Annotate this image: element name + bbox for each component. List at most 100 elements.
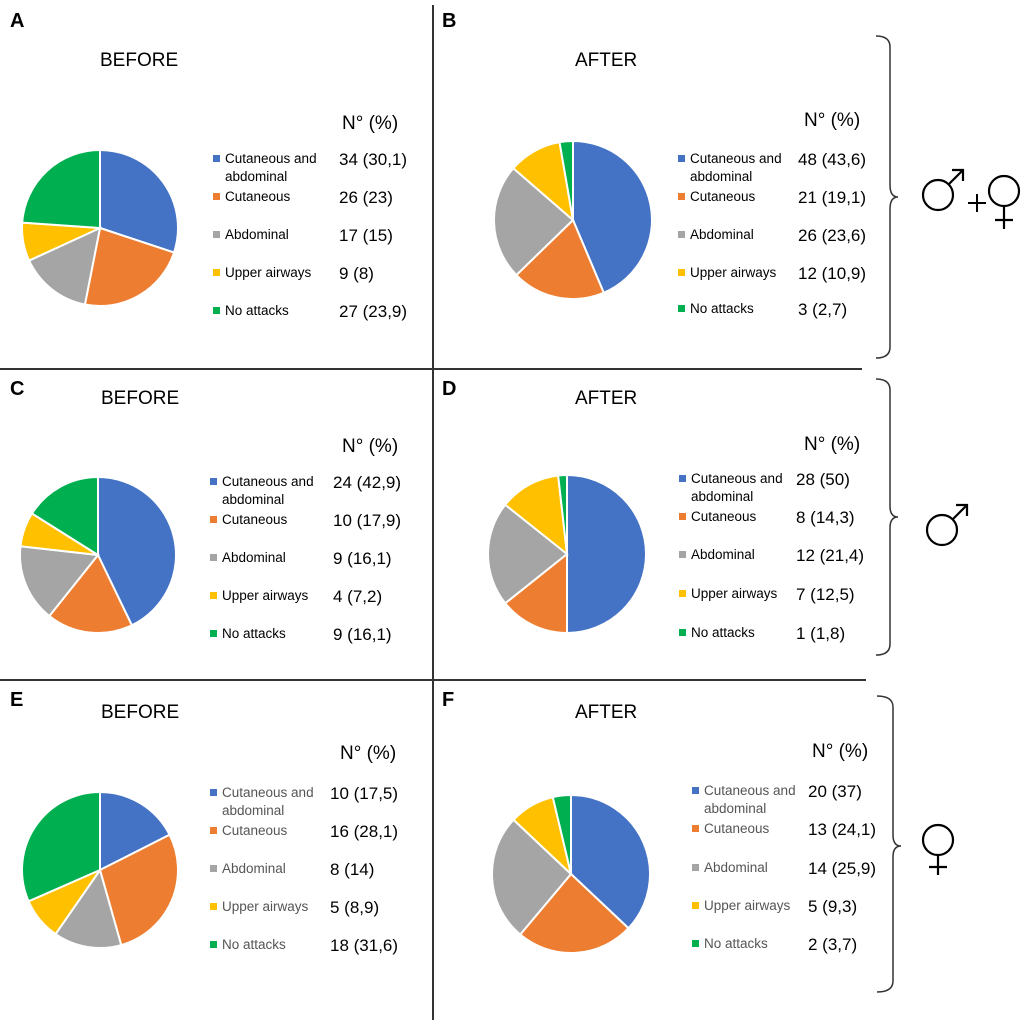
legend-marker (213, 231, 220, 238)
legend-marker (210, 478, 217, 485)
legend-item-cutaneous-abdominal: Cutaneous and abdominal 24 (42,9) (210, 473, 430, 509)
legend-label: Cutaneous and abdominal (225, 151, 317, 184)
legend-label: Abdominal (691, 547, 755, 562)
legend-marker (678, 193, 685, 200)
male-icon (925, 503, 969, 547)
data-label: 34 (30,1) (339, 150, 408, 169)
pie-slice-no-attacks (21, 148, 101, 230)
pie-slice-abdominal (487, 503, 569, 605)
legend-label: No attacks (690, 301, 754, 316)
legend-item-cutaneous-abdominal: Cutaneous and abdominal 34 (30,1) (213, 150, 433, 186)
legend-marker (692, 902, 699, 909)
data-label: 10 (17,9) (333, 511, 402, 530)
data-label: 2 (3,7) (808, 935, 858, 954)
male-symbol (925, 503, 969, 547)
legend-label: Cutaneous and abdominal (222, 785, 314, 818)
data-label: 4 (7,2) (333, 587, 383, 606)
male-icon (921, 168, 965, 212)
panel-letter: C (10, 378, 25, 400)
legend-label: Cutaneous (704, 821, 770, 836)
legend-item-abdominal: Abdominal 17 (15) (213, 226, 433, 262)
bracket-row1 (875, 35, 899, 359)
pie-slice-cutaneous (514, 218, 606, 300)
legend-marker (213, 269, 220, 276)
legend-marker (210, 827, 217, 834)
chart-title: BEFORE (101, 702, 180, 723)
column-header: N° (%) (804, 110, 861, 131)
data-label: 9 (16,1) (333, 549, 392, 568)
legend-marker (210, 516, 217, 523)
panel-a: A BEFORE N° (%) Cutaneous and abdominal 34 (… (0, 0, 500, 321)
panel-d: D AFTER N° (%) Cutaneous and abdominal 28 (5… (432, 368, 932, 688)
legend-label: Cutaneous and abdominal (222, 474, 314, 507)
legend-item-cutaneous: Cutaneous 8 (14,3) (679, 508, 899, 544)
legend-item-no-attacks: No attacks 2 (3,7) (692, 935, 912, 971)
chart-title: AFTER (575, 50, 638, 71)
legend-label: Cutaneous and abdominal (690, 151, 782, 184)
legend-item-cutaneous-abdominal: Cutaneous and abdominal 28 (50) (679, 470, 899, 506)
legend-item-abdominal: Abdominal 9 (16,1) (210, 549, 430, 585)
legend-marker (210, 592, 217, 599)
data-label: 26 (23) (339, 188, 393, 207)
pie-slice-cutaneous-abdominal (566, 473, 647, 635)
data-label: 12 (21,4) (796, 546, 865, 565)
data-label: 48 (43,6) (798, 150, 867, 169)
legend-item-no-attacks: No attacks 3 (2,7) (678, 300, 898, 336)
legend-marker (210, 630, 217, 637)
legend-marker (210, 865, 217, 872)
legend-item-cutaneous: Cutaneous 13 (24,1) (692, 820, 912, 856)
legend-label: Upper airways (691, 586, 778, 601)
legend-marker (678, 231, 685, 238)
legend-marker (210, 554, 217, 561)
female-icon (987, 174, 1021, 229)
legend-label: Cutaneous (691, 509, 757, 524)
pie-chart (493, 139, 653, 300)
legend-label: Abdominal (704, 860, 768, 875)
legend-label: No attacks (222, 937, 286, 952)
pie-slice-abdominal (491, 818, 573, 936)
legend-label: Upper airways (225, 265, 312, 280)
legend-marker (679, 475, 686, 482)
legend-label: No attacks (222, 626, 286, 641)
panel-letter: D (442, 378, 457, 400)
data-label: 20 (37) (808, 782, 862, 801)
panel-b: B AFTER N° (%) Cutaneous and abdominal 48 (4… (432, 0, 932, 320)
data-label: 1 (1,8) (796, 624, 846, 643)
legend-item-upper-airways: Upper airways 9 (8) (213, 264, 433, 300)
legend-item-no-attacks: No attacks 9 (16,1) (210, 625, 430, 661)
chart-title: BEFORE (100, 50, 179, 71)
data-label: 9 (8) (339, 264, 374, 283)
pie-slice-cutaneous (83, 226, 176, 307)
legend-label: Abdominal (222, 550, 286, 565)
pie-slice-upper-airways (503, 474, 569, 557)
column-header: N° (%) (340, 743, 397, 764)
legend-label: Abdominal (225, 227, 289, 242)
pie-slice-abdominal (54, 867, 123, 949)
legend-marker (692, 864, 699, 871)
legend-marker (679, 590, 686, 597)
legend-item-no-attacks: No attacks 1 (1,8) (679, 624, 899, 660)
legend-item-upper-airways: Upper airways 7 (12,5) (679, 585, 899, 621)
panel-letter: F (442, 689, 455, 711)
data-label: 26 (23,6) (798, 226, 867, 245)
legend-label: No attacks (691, 625, 755, 640)
legend-item-upper-airways: Upper airways 12 (10,9) (678, 264, 898, 300)
legend-item-cutaneous-abdominal: Cutaneous and abdominal 20 (37) (692, 782, 912, 818)
legend-item-cutaneous: Cutaneous 26 (23) (213, 188, 433, 224)
legend-item-no-attacks: No attacks 27 (23,9) (213, 302, 433, 338)
legend-label: Cutaneous (222, 512, 288, 527)
pie-slice-no-attacks (558, 139, 574, 221)
plus-icon (968, 194, 986, 212)
legend-item-upper-airways: Upper airways 5 (8,9) (210, 898, 430, 934)
legend-marker (679, 629, 686, 636)
panel-f: F AFTER N° (%) Cutaneous and abdominal 20 (3… (432, 679, 932, 999)
chart-title: AFTER (575, 388, 638, 409)
data-label: 16 (28,1) (330, 822, 399, 841)
legend-item-upper-airways: Upper airways 5 (9,3) (692, 897, 912, 933)
data-label: 14 (25,9) (808, 859, 877, 878)
vertical-divider (432, 5, 434, 1020)
legend-item-abdominal: Abdominal 8 (14) (210, 860, 430, 896)
data-label: 8 (14,3) (796, 508, 855, 527)
legend-label: Abdominal (690, 227, 754, 242)
legend-marker (210, 903, 217, 910)
